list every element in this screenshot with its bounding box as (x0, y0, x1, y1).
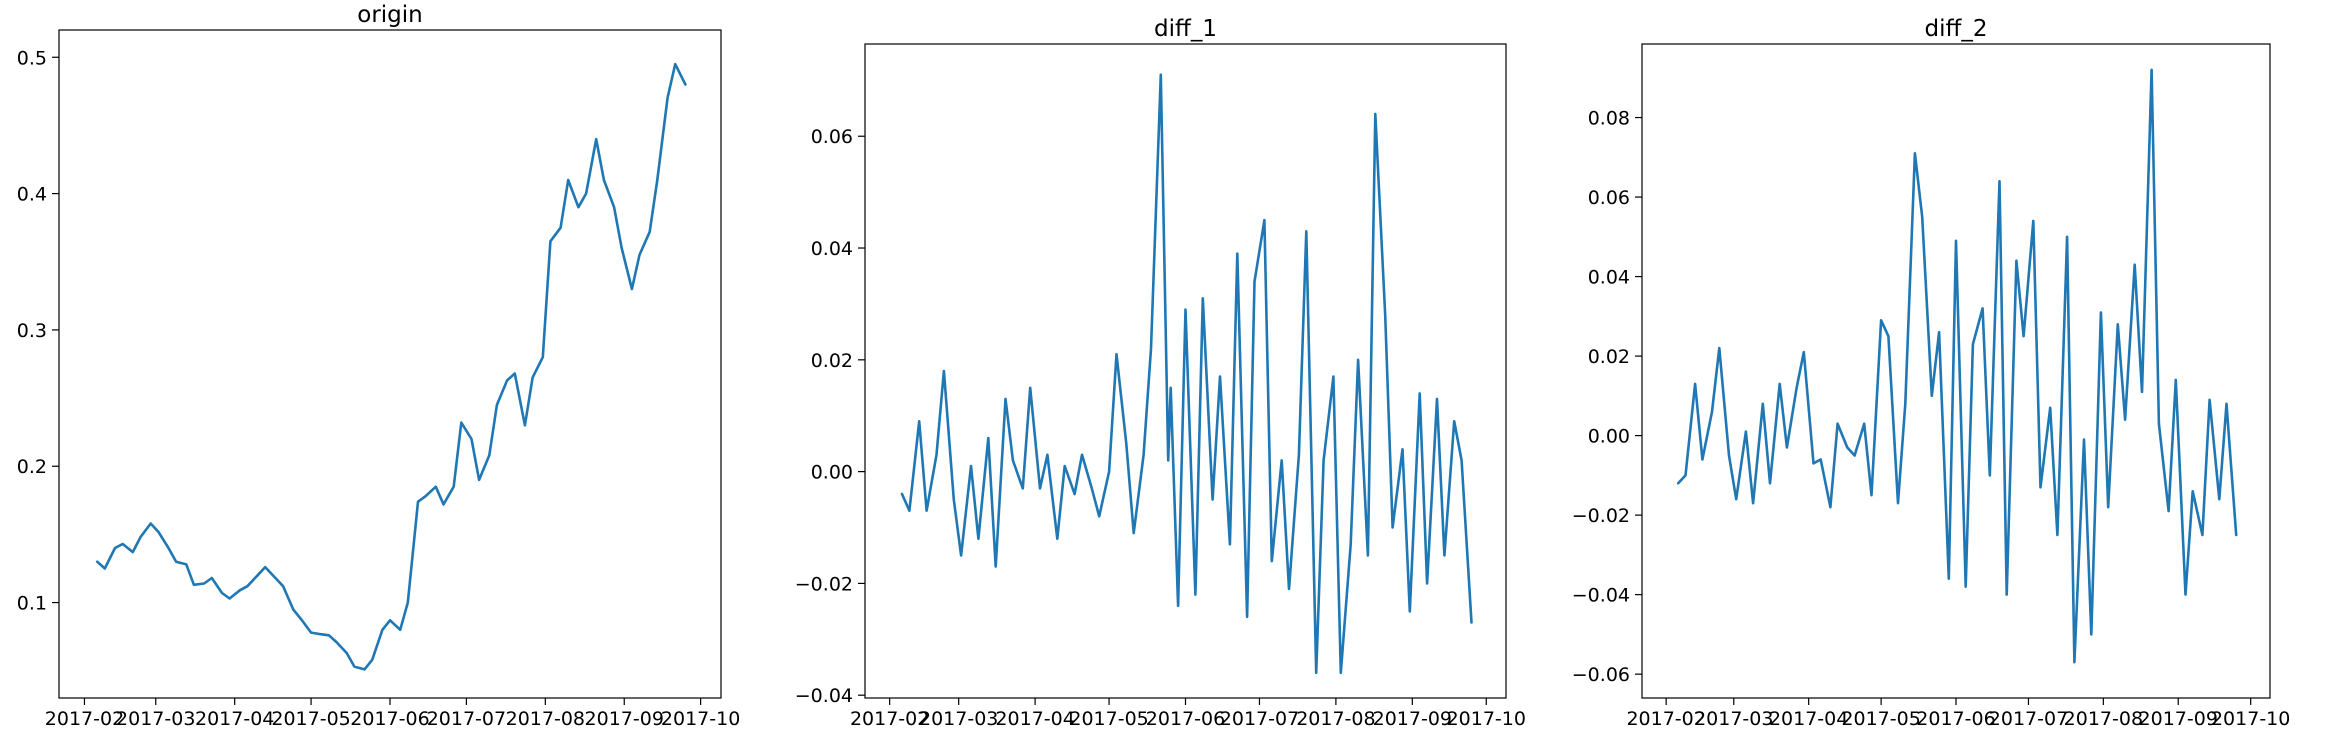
x-tick-label: 2017-02 (1626, 708, 1705, 730)
x-tick-label: 2017-07 (1989, 708, 2068, 730)
axes-frame (1641, 43, 2271, 699)
x-tick-label: 2017-08 (1296, 708, 1375, 730)
y-tick-label: 0.2 (17, 456, 47, 478)
x-tick-label: 2017-05 (1069, 708, 1148, 730)
x-tick-label: 2017-09 (2139, 708, 2218, 730)
y-tick-label: 0.04 (1588, 267, 1630, 289)
chart-panel-diff_2: diff_22017-022017-032017-042017-052017-0… (1572, 16, 2291, 730)
x-tick-label: 2017-07 (1220, 708, 1299, 730)
y-tick-label: 0.5 (17, 47, 47, 69)
x-tick-label: 2017-02 (850, 708, 929, 730)
x-tick-label: 2017-07 (427, 708, 506, 730)
x-tick-label: 2017-10 (661, 708, 740, 730)
x-tick-label: 2017-04 (195, 708, 274, 730)
chart-title: diff_2 (1925, 16, 1988, 42)
x-tick-label: 2017-03 (116, 708, 195, 730)
y-tick-label: 0.04 (811, 238, 853, 260)
y-tick-label: −0.02 (795, 573, 853, 595)
y-tick-label: 0.08 (1588, 108, 1630, 130)
x-tick-label: 2017-04 (1769, 708, 1848, 730)
y-tick-label: −0.04 (795, 685, 853, 707)
y-tick-label: 0.02 (811, 350, 853, 372)
x-tick-label: 2017-08 (506, 708, 585, 730)
y-tick-label: −0.02 (1572, 505, 1630, 527)
y-tick-label: 0.00 (811, 462, 853, 484)
y-tick-label: −0.06 (1572, 664, 1630, 686)
series-line-0 (1676, 68, 2238, 664)
x-tick-label: 2017-09 (1373, 708, 1452, 730)
y-tick-label: 0.06 (811, 126, 853, 148)
y-tick-label: 0.00 (1588, 426, 1630, 448)
series-line-0 (900, 73, 1473, 675)
x-tick-label: 2017-06 (1146, 708, 1225, 730)
axes-frame (58, 29, 722, 699)
chart-panel-diff_1: diff_12017-022017-032017-042017-052017-0… (795, 16, 1526, 730)
x-tick-label: 2017-04 (995, 708, 1074, 730)
x-tick-label: 2017-05 (271, 708, 350, 730)
x-tick-label: 2017-06 (1916, 708, 1995, 730)
x-tick-label: 2017-10 (1447, 708, 1526, 730)
chart-title: origin (357, 2, 423, 28)
x-tick-label: 2017-06 (350, 708, 429, 730)
y-tick-label: 0.3 (17, 320, 47, 342)
x-tick-label: 2017-03 (1694, 708, 1773, 730)
x-tick-label: 2017-05 (1841, 708, 1920, 730)
y-tick-label: 0.4 (17, 184, 47, 206)
x-tick-label: 2017-02 (45, 708, 124, 730)
series-line-0 (95, 62, 687, 671)
x-tick-label: 2017-09 (585, 708, 664, 730)
x-tick-label: 2017-10 (2211, 708, 2290, 730)
y-tick-label: 0.02 (1588, 346, 1630, 368)
x-tick-label: 2017-03 (919, 708, 998, 730)
x-tick-label: 2017-08 (2064, 708, 2143, 730)
y-tick-label: 0.1 (17, 593, 47, 615)
y-tick-label: 0.06 (1588, 187, 1630, 209)
y-tick-label: −0.04 (1572, 585, 1630, 607)
chart-title: diff_1 (1154, 16, 1217, 42)
